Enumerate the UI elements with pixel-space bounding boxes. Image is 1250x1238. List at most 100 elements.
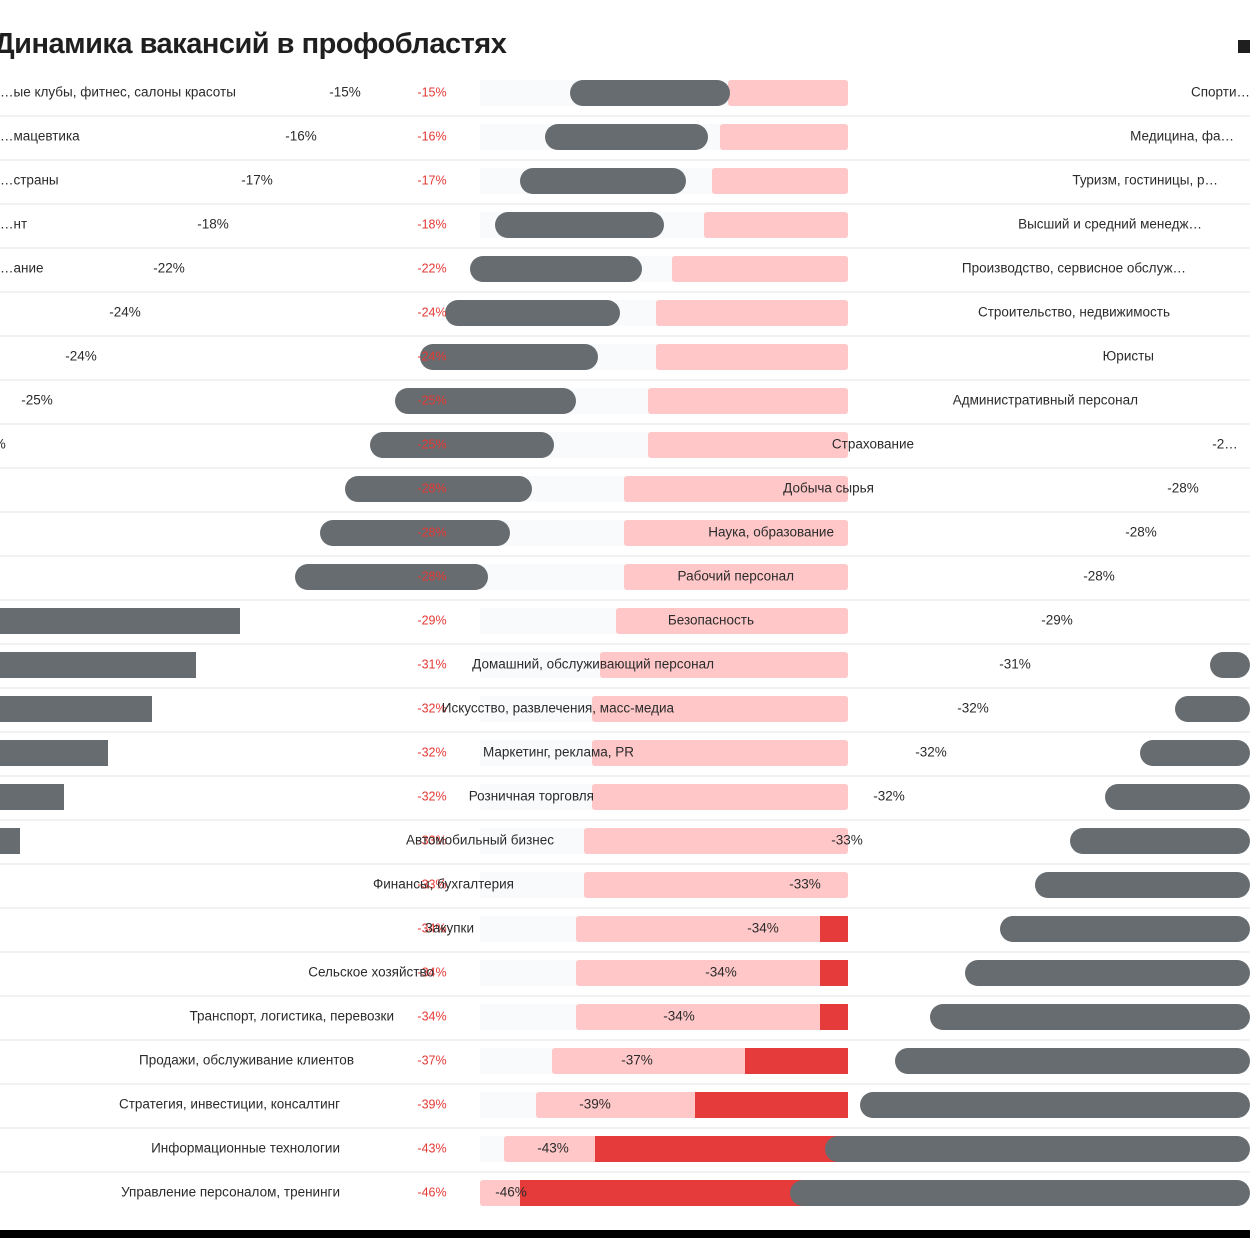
right-band-bar [1175,696,1250,722]
right-category-label: Строительство, недвижимость [978,305,1170,320]
center-value-label: -25% [417,437,446,451]
left-value-label: -17% [241,173,273,188]
value-bar-accent [745,1048,848,1074]
value-bar [600,652,848,678]
right-category-label: Розничная торговля [469,789,594,804]
center-value-label: -28% [417,569,446,583]
right-band-bar [1070,828,1250,854]
center-value-label: -39% [417,1097,446,1111]
right-category-label: Домашний, обслуживающий персонал [472,657,714,672]
left-band-bar [0,784,64,810]
right-category-label: Автомобильный бизнес [406,833,554,848]
value-bar [624,564,848,590]
right-category-label: Рабочий персонал [678,569,794,584]
center-value-label: -34% [417,965,446,979]
right-value-label: -46% [495,1185,527,1200]
left-band-bar [445,300,620,326]
value-bar [648,432,848,458]
left-category-label: …страны [0,173,59,188]
right-category-label: Добыча сырья [783,481,874,496]
left-band-bar [545,124,708,150]
value-bar [576,960,848,986]
right-value-label: -43% [537,1141,569,1156]
right-category-label: Искусство, развлечения, масс-медиа [442,701,675,716]
center-value-label: -32% [417,701,446,715]
center-value-label: -15% [417,85,446,99]
center-value-label: -33% [417,877,446,891]
right-value-label: -32% [957,701,989,716]
right-band-bar [825,1136,1250,1162]
right-value-label: -39% [579,1097,611,1112]
left-band-bar [520,168,686,194]
value-bar [576,1004,848,1030]
right-band-bar [790,1180,1250,1206]
value-bar-accent [820,1004,848,1030]
right-value-label: -32% [873,789,905,804]
right-category-label: Юристы [1103,349,1154,364]
value-bar [576,916,848,942]
left-band-bar [0,608,240,634]
center-value-label: -32% [417,789,446,803]
left-band-bar [470,256,642,282]
value-bar [592,696,848,722]
left-band-bar [420,344,598,370]
value-bar [704,212,848,238]
left-category-label: …мацевтика [0,129,80,144]
center-value-label: -25% [417,393,446,407]
left-band-bar [495,212,664,238]
right-value-label: -28% [1167,481,1199,496]
value-bar [672,256,848,282]
left-band-bar [345,476,532,502]
right-band-bar [965,960,1250,986]
right-category-label: Туризм, гостиницы, р… [1072,173,1218,188]
left-band-bar [295,564,488,590]
left-value-label: …% [0,437,6,452]
bottom-edge-bar [0,1230,1250,1238]
right-value-label: -28% [1083,569,1115,584]
left-band-bar [0,828,20,854]
left-band-bar [320,520,510,546]
left-category-label: …ание [0,261,44,276]
left-value-label: -22% [153,261,185,276]
value-bar [624,476,848,502]
right-category-label: Закупки [425,921,474,936]
center-value-label: -32% [417,745,446,759]
right-value-label: -33% [831,833,863,848]
right-value-label: -37% [621,1053,653,1068]
right-value-label: -33% [789,877,821,892]
value-bar [584,828,848,854]
center-value-label: -24% [417,349,446,363]
left-band-bar [0,652,196,678]
left-value-label: -24% [65,349,97,364]
right-value-label: -34% [705,965,737,980]
right-category-label: Управление персоналом, тренинги [121,1185,340,1200]
right-value-label: -31% [999,657,1031,672]
value-bar [656,344,848,370]
left-value-label: -24% [109,305,141,320]
value-bar-accent [820,960,848,986]
value-bar [720,124,848,150]
right-band-bar [1035,872,1250,898]
value-bar-accent [595,1136,848,1162]
right-band-bar [895,1048,1250,1074]
center-value-label: -17% [417,173,446,187]
left-band-bar [0,740,108,766]
value-bar-accent [820,916,848,942]
center-value-label: -16% [417,129,446,143]
value-bar [584,872,848,898]
center-value-label: -31% [417,657,446,671]
right-category-label: Безопасность [668,613,754,628]
center-value-label: -34% [417,1009,446,1023]
right-category-label: Транспорт, логистика, перевозки [190,1009,394,1024]
right-category-label: Информационные технологии [151,1141,340,1156]
right-category-label: Высший и средний менедж… [1018,217,1202,232]
right-band-bar [1000,916,1250,942]
right-category-label: Стратегия, инвестиции, консалтинг [119,1097,340,1112]
center-value-label: -24% [417,305,446,319]
value-bar [624,520,848,546]
right-value-label: -34% [663,1009,695,1024]
left-value-label: -16% [285,129,317,144]
value-bar-accent [695,1092,848,1118]
right-value-label: -32% [915,745,947,760]
